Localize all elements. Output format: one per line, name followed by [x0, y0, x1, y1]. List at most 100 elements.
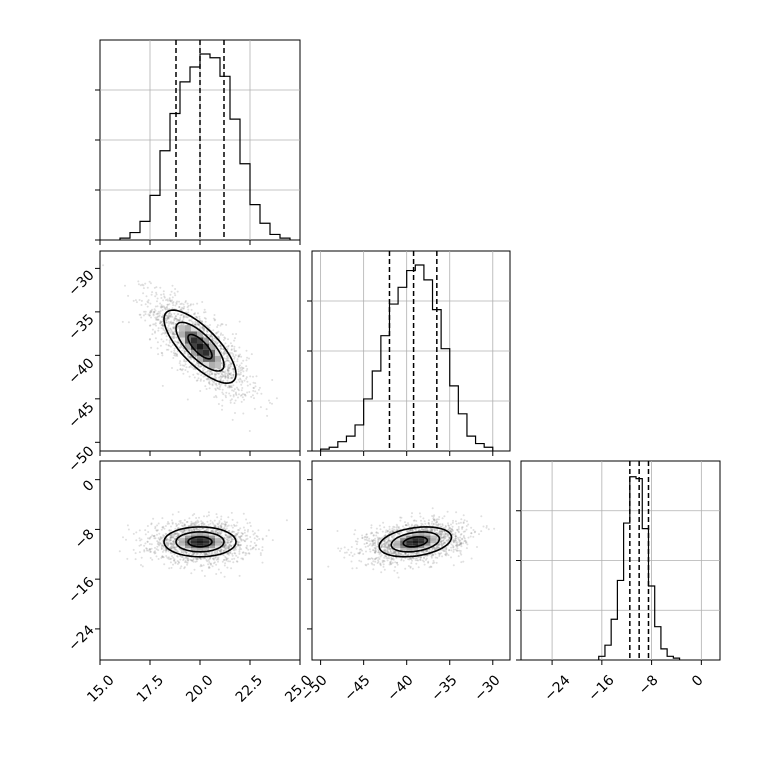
scatter-point — [243, 531, 246, 534]
scatter-point — [169, 546, 172, 549]
scatter-point — [199, 553, 202, 556]
scatter-point — [375, 527, 378, 530]
scatter-point — [156, 540, 159, 543]
scatter-point — [181, 522, 184, 524]
scatter-point — [227, 375, 230, 378]
scatter-point — [204, 320, 207, 323]
scatter-point — [154, 330, 156, 333]
scatter-point — [193, 568, 196, 571]
density-cell — [203, 533, 209, 536]
scatter-point — [208, 561, 211, 563]
scatter-point — [172, 357, 175, 359]
scatter-point — [153, 552, 156, 555]
scatter-point — [169, 543, 172, 545]
scatter-point — [221, 362, 224, 365]
scatter-point — [459, 552, 462, 554]
scatter-point — [172, 327, 175, 330]
scatter-point — [162, 324, 165, 327]
scatter-point — [205, 388, 208, 390]
scatter-point — [173, 333, 176, 336]
scatter-point — [168, 540, 171, 543]
scatter-point — [227, 363, 230, 366]
scatter-point — [226, 538, 228, 541]
scatter-point — [170, 547, 173, 550]
scatter-point — [222, 379, 225, 382]
scatter-point — [214, 524, 217, 527]
scatter-point — [225, 372, 228, 375]
scatter-point — [127, 294, 130, 297]
scatter-point — [177, 325, 179, 328]
scatter-point — [170, 542, 173, 545]
scatter-point — [140, 316, 143, 319]
scatter-point — [400, 516, 403, 519]
scatter-point — [221, 399, 224, 402]
scatter-point — [195, 316, 198, 318]
scatter-point — [259, 552, 262, 555]
scatter-point — [205, 329, 208, 332]
scatter-point — [232, 374, 235, 377]
scatter-point — [216, 522, 219, 525]
scatter-point — [216, 342, 219, 345]
scatter-point — [160, 351, 163, 354]
scatter-point — [372, 568, 375, 571]
scatter-point — [188, 366, 191, 369]
scatter-point — [238, 373, 241, 376]
scatter-point — [414, 528, 417, 531]
density-cell — [197, 543, 203, 546]
scatter-point — [154, 305, 157, 308]
scatter-point — [166, 317, 169, 320]
scatter-point — [169, 293, 172, 296]
scatter-point — [138, 551, 141, 554]
scatter-point — [153, 323, 156, 326]
scatter-point — [162, 332, 165, 335]
scatter-point — [242, 558, 245, 561]
scatter-point — [223, 371, 225, 374]
scatter-point — [153, 286, 156, 289]
scatter-point — [203, 329, 205, 331]
scatter-point — [205, 553, 208, 555]
scatter-point — [168, 339, 171, 342]
scatter-point — [407, 558, 409, 561]
scatter-point — [434, 553, 437, 556]
scatter-point — [149, 311, 152, 314]
scatter-point — [135, 531, 138, 534]
scatter-point — [430, 522, 433, 525]
scatter-point — [206, 330, 209, 333]
scatter-point — [209, 324, 211, 326]
scatter-point — [237, 370, 240, 373]
scatter-point — [218, 372, 220, 375]
scatter-point — [176, 555, 179, 558]
scatter-point — [241, 557, 244, 560]
scatter-point — [156, 524, 159, 527]
scatter-point — [152, 313, 155, 316]
scatter-point — [228, 351, 231, 354]
scatter-point — [249, 544, 252, 547]
scatter-point — [192, 313, 195, 315]
density-cell — [197, 343, 203, 350]
density-cell — [185, 535, 191, 539]
scatter-point — [231, 540, 233, 542]
scatter-point — [224, 370, 227, 373]
scatter-point — [150, 543, 153, 546]
scatter-point — [242, 512, 245, 515]
scatter-point — [251, 546, 254, 549]
scatter-point — [172, 333, 175, 336]
scatter-point — [226, 566, 229, 569]
scatter-point — [165, 338, 168, 341]
scatter-point — [218, 383, 221, 386]
scatter-point — [197, 323, 200, 326]
scatter-point — [174, 527, 177, 530]
scatter-point — [168, 316, 171, 318]
density-cell — [191, 540, 197, 544]
scatter-point — [241, 381, 244, 384]
scatter-point — [175, 315, 177, 317]
scatter-point — [159, 305, 162, 308]
scatter-point — [172, 331, 175, 334]
scatter-point — [226, 540, 229, 543]
scatter-point — [378, 524, 381, 527]
scatter-point — [225, 396, 227, 399]
scatter-point — [379, 555, 382, 558]
scatter-point — [228, 536, 231, 539]
scatter-point — [240, 400, 243, 403]
scatter-point — [350, 560, 353, 563]
